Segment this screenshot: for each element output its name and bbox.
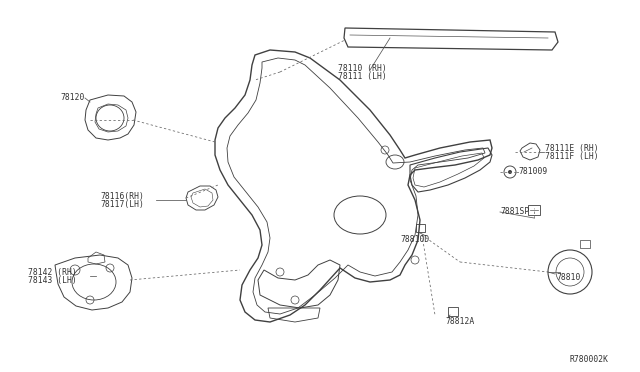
Text: 78120: 78120 <box>60 93 84 103</box>
Text: 78810D: 78810D <box>400 235 429 244</box>
Text: 78143 (LH): 78143 (LH) <box>28 276 77 285</box>
Text: 78111 (LH): 78111 (LH) <box>338 71 387 80</box>
Text: 78812A: 78812A <box>445 317 474 327</box>
Text: 78810: 78810 <box>556 273 580 282</box>
Text: 78111F (LH): 78111F (LH) <box>545 151 598 160</box>
Text: 78110 (RH): 78110 (RH) <box>338 64 387 73</box>
Circle shape <box>508 170 512 174</box>
Text: 78142 (RH): 78142 (RH) <box>28 267 77 276</box>
Text: 7881SP: 7881SP <box>500 208 529 217</box>
Text: 78111E (RH): 78111E (RH) <box>545 144 598 153</box>
Text: R780002K: R780002K <box>570 356 609 365</box>
Text: 78117(LH): 78117(LH) <box>100 199 144 208</box>
Text: 781009: 781009 <box>518 167 547 176</box>
Text: 78116(RH): 78116(RH) <box>100 192 144 201</box>
